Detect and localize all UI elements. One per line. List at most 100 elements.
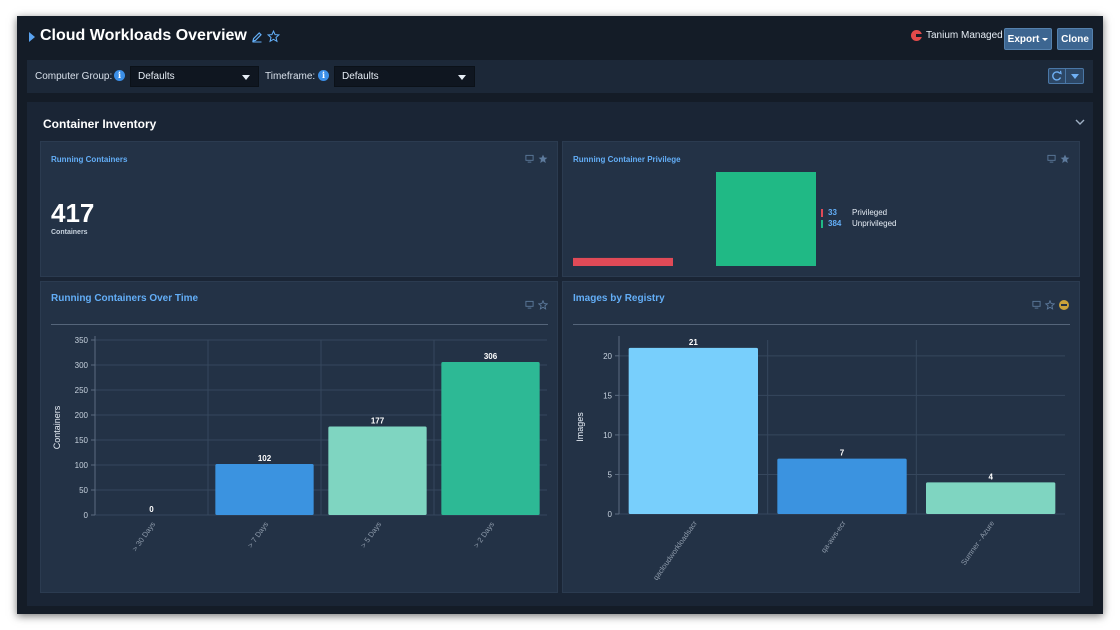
y-tick-label: 50 bbox=[79, 486, 88, 495]
export-button[interactable]: Export bbox=[1004, 28, 1052, 50]
images-by-registry-chart: 0 5 10 15 20 Images 21 qacloudworkloadsacr 7 qa-a… bbox=[575, 336, 1065, 582]
timeframe-label: Timeframe: bbox=[265, 71, 316, 82]
panel-divider bbox=[573, 324, 1070, 325]
data-label: 4 bbox=[988, 472, 993, 481]
favorite-star-icon[interactable] bbox=[267, 30, 280, 43]
tanium-managed-badge: Tanium Managed bbox=[911, 30, 1003, 41]
x-tick-label: > 2 Days bbox=[472, 520, 497, 550]
refresh-button[interactable] bbox=[1048, 68, 1066, 84]
bar bbox=[328, 426, 427, 515]
y-tick-label: 10 bbox=[603, 431, 612, 440]
containers-over-time-panel: Running Containers Over Time 0 50 100 150 20… bbox=[40, 281, 558, 593]
panel-divider bbox=[51, 324, 548, 325]
export-label: Export bbox=[1007, 33, 1040, 45]
expand-arrow-icon[interactable] bbox=[29, 32, 35, 42]
timeframe-value: Defaults bbox=[342, 71, 379, 82]
bar bbox=[925, 482, 1056, 514]
data-label: 306 bbox=[484, 352, 498, 361]
section-title: Container Inventory bbox=[43, 117, 157, 131]
y-tick-label: 20 bbox=[603, 352, 612, 361]
data-label: 102 bbox=[258, 454, 272, 463]
star-outline-icon[interactable] bbox=[1045, 300, 1055, 310]
bar-unprivileged bbox=[716, 172, 816, 266]
clone-label: Clone bbox=[1061, 33, 1089, 45]
y-tick-label: 250 bbox=[75, 386, 89, 395]
legend-swatch bbox=[821, 208, 823, 217]
x-tick-label: qa-aws-ecr bbox=[819, 519, 848, 555]
x-tick-label: qacloudworkloadsacr bbox=[651, 519, 699, 582]
data-label: 0 bbox=[149, 505, 154, 514]
privilege-legend: 33 Privileged 384 Unprivileged bbox=[821, 207, 896, 229]
panel-title[interactable]: Running Containers bbox=[51, 155, 128, 164]
star-icon[interactable] bbox=[538, 154, 548, 164]
y-tick-label: 150 bbox=[75, 436, 89, 445]
star-outline-icon[interactable] bbox=[538, 300, 548, 310]
caret-down-icon bbox=[1042, 37, 1049, 41]
tanium-logo-icon bbox=[911, 30, 922, 41]
dropdown-arrow-icon bbox=[458, 75, 466, 80]
legend-swatch bbox=[821, 219, 823, 228]
y-tick-label: 0 bbox=[608, 510, 613, 519]
computer-group-label: Computer Group: bbox=[35, 71, 113, 82]
y-tick-label: 200 bbox=[75, 411, 89, 420]
collapse-chevron-icon[interactable] bbox=[1074, 118, 1086, 126]
y-tick-label: 350 bbox=[75, 336, 89, 345]
bar bbox=[777, 458, 907, 514]
panel-title[interactable]: Running Containers Over Time bbox=[51, 293, 199, 304]
monitor-icon[interactable] bbox=[1032, 300, 1041, 309]
computer-group-info-icon[interactable]: i bbox=[114, 70, 125, 81]
timeframe-info-icon[interactable]: i bbox=[318, 70, 329, 81]
y-tick-label: 300 bbox=[75, 361, 89, 370]
container-privilege-panel: Running Container Privilege 33 Privilege… bbox=[562, 141, 1080, 277]
y-tick-label: 5 bbox=[608, 470, 613, 479]
monitor-icon[interactable] bbox=[1047, 154, 1056, 163]
star-icon[interactable] bbox=[1060, 154, 1070, 164]
y-tick-label: 100 bbox=[75, 461, 89, 470]
data-label: 21 bbox=[689, 338, 698, 347]
bar bbox=[628, 347, 759, 514]
y-tick-label: 0 bbox=[84, 511, 89, 520]
refresh-control bbox=[1048, 68, 1084, 84]
images-by-registry-panel: Images by Registry 0 5 10 15 20 Images 21 qaclo… bbox=[562, 281, 1080, 593]
page-title: Cloud Workloads Overview bbox=[40, 27, 247, 44]
running-containers-label: Containers bbox=[51, 229, 88, 236]
container-inventory-section: Container Inventory Running Containers 4… bbox=[27, 102, 1093, 606]
x-tick-label: > 5 Days bbox=[359, 520, 384, 550]
dropdown-arrow-icon bbox=[242, 75, 250, 80]
bar bbox=[215, 464, 314, 515]
timeframe-select[interactable]: Defaults bbox=[334, 66, 475, 87]
x-tick-label: Sumner - Azure bbox=[959, 519, 996, 567]
y-tick-label: 15 bbox=[603, 391, 612, 400]
dashboard-header: Cloud Workloads Overview Tanium Managed … bbox=[17, 16, 1103, 60]
panel-actions bbox=[1032, 300, 1069, 310]
filter-bar: Computer Group: i Defaults Timeframe: i … bbox=[27, 60, 1093, 93]
legend-value: 33 bbox=[828, 208, 837, 217]
remove-circle-icon[interactable] bbox=[1059, 300, 1069, 310]
monitor-icon[interactable] bbox=[525, 300, 534, 309]
privilege-bar-chart bbox=[573, 172, 816, 266]
panel-title[interactable]: Running Container Privilege bbox=[573, 155, 681, 164]
y-axis-label: Images bbox=[575, 412, 585, 442]
data-label: 177 bbox=[371, 417, 385, 426]
containers-over-time-chart: 0 50 100 150 200 250 300 350 Containers 0 > 30 Day… bbox=[52, 336, 547, 553]
legend-item-privileged[interactable]: 33 Privileged bbox=[821, 207, 896, 218]
refresh-options-dropdown[interactable] bbox=[1066, 68, 1084, 84]
y-axis-label: Containers bbox=[52, 405, 62, 449]
legend-value: 384 bbox=[828, 219, 842, 228]
panel-title[interactable]: Images by Registry bbox=[573, 293, 665, 304]
monitor-icon[interactable] bbox=[525, 154, 534, 163]
refresh-icon bbox=[1052, 70, 1062, 81]
clone-button[interactable]: Clone bbox=[1057, 28, 1093, 50]
managed-label: Tanium Managed bbox=[926, 30, 1003, 41]
panel-actions bbox=[1047, 154, 1070, 164]
computer-group-value: Defaults bbox=[138, 71, 175, 82]
running-containers-panel: Running Containers 417 Containers bbox=[40, 141, 558, 277]
x-tick-label: > 7 Days bbox=[246, 520, 271, 550]
legend-item-unprivileged[interactable]: 384 Unprivileged bbox=[821, 218, 896, 229]
legend-name: Privileged bbox=[852, 208, 888, 217]
computer-group-select[interactable]: Defaults bbox=[130, 66, 259, 87]
edit-pencil-icon[interactable] bbox=[251, 31, 263, 43]
x-tick-label: > 30 Days bbox=[130, 520, 157, 553]
panel-actions bbox=[525, 300, 548, 310]
dashboard-window: Cloud Workloads Overview Tanium Managed … bbox=[17, 16, 1103, 614]
